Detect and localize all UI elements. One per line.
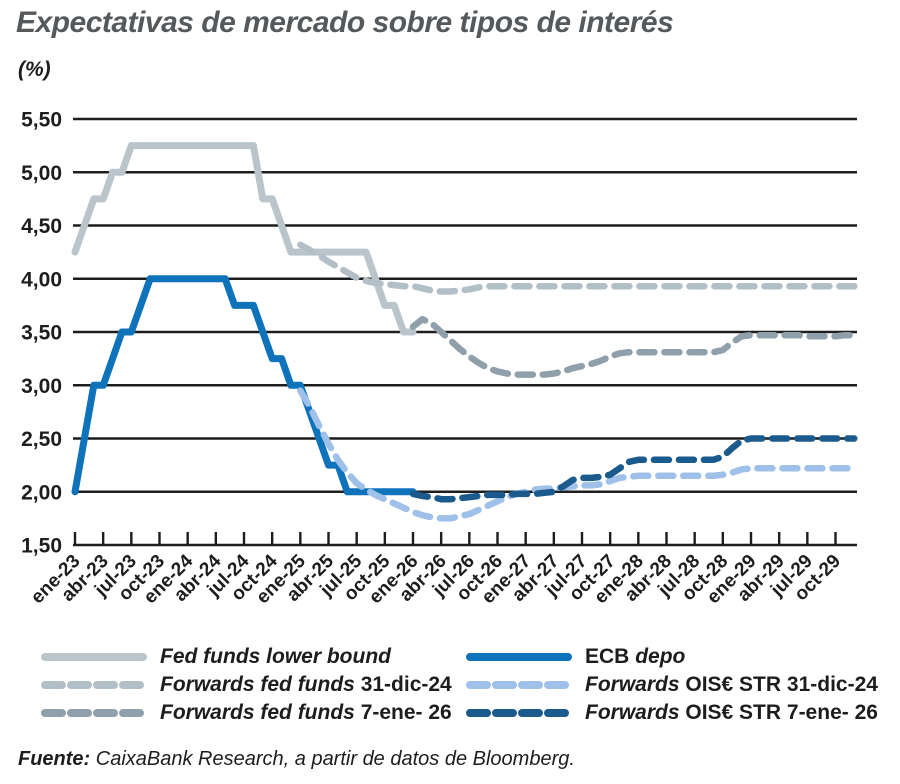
legend-item: Forwards fed funds 7-ene- 26 xyxy=(40,701,465,725)
legend-label: Fed funds lower bound xyxy=(160,645,391,669)
legend-label-part: Forwards xyxy=(585,673,680,696)
y-axis-tick-label: 4,00 xyxy=(21,268,62,291)
chart-series-lines xyxy=(71,142,858,522)
series-line-ecb-depo xyxy=(71,275,417,496)
y-axis-tick-label: 2,50 xyxy=(21,428,62,451)
forwards-fed-funds-31dic24-swatch xyxy=(41,681,147,689)
legend-label: Forwards fed funds 31-dic-24 xyxy=(160,673,452,697)
legend-label-part: Forwards xyxy=(585,701,680,724)
legend-item: ECB depo xyxy=(465,645,878,669)
ecb-depo-swatch xyxy=(466,653,572,661)
page-title: Expectativas de mercado sobre tipos de i… xyxy=(16,6,674,39)
legend-label: Forwards OIS€ STR 7-ene- 26 xyxy=(585,701,878,725)
series-line-forwards-ois-str-7-ene-26 xyxy=(409,435,858,503)
legend-label-part: Fed funds lower bound xyxy=(160,645,391,668)
y-axis-tick-label: 4,50 xyxy=(21,215,62,238)
y-axis-tick-label: 3,00 xyxy=(21,375,62,398)
source-prefix: Fuente: xyxy=(18,748,91,770)
x-axis-labels: ene-23abr-23jul-23oct-23ene-24abr-24jul-… xyxy=(27,550,845,608)
y-axis-labels: 5,50 5,00 4,50 4,00 3,50 3,00 2,50 2,00 1,50 xyxy=(21,109,62,558)
series-line-forwards-ois-str-31-dic-24 xyxy=(297,387,858,522)
legend-label-part: depo xyxy=(635,645,686,668)
fed-funds-lower-bound-swatch xyxy=(41,653,147,661)
source-note: Fuente: CaixaBank Research, a partir de … xyxy=(18,748,575,771)
legend-column-1: Fed funds lower bound Forwards fed funds … xyxy=(40,645,465,725)
legend-label-part: OIS€ STR 7-ene- 26 xyxy=(679,701,878,724)
unit-label: (%) xyxy=(18,58,51,81)
legend-label: Forwards OIS€ STR 31-dic-24 xyxy=(585,673,878,697)
interest-rate-chart: 5,50 5,00 4,50 4,00 3,50 3,00 2,50 2,00 1,50 ene… xyxy=(21,109,858,608)
legend-label-part: OIS€ STR 31-dic-24 xyxy=(679,673,878,696)
series-line-forwards-fed-funds-7-ene-26 xyxy=(409,315,858,378)
series-line-forwards-fed-funds-31-dic-24 xyxy=(297,241,858,295)
legend-label-part: Forwards fed funds xyxy=(160,701,355,724)
legend-label: ECB depo xyxy=(585,645,685,669)
legend-label: Forwards fed funds 7-ene- 26 xyxy=(160,701,452,725)
legend-item: Forwards OIS€ STR 31-dic-24 xyxy=(465,673,878,697)
legend-item: Fed funds lower bound xyxy=(40,645,465,669)
y-axis-tick-label: 2,00 xyxy=(21,481,62,504)
legend-column-2: ECB depo Forwards OIS€ STR 31-dic-24 Forwa… xyxy=(465,645,878,725)
y-axis-tick-label: 5,50 xyxy=(21,109,62,132)
legend-label-part: Forwards fed funds xyxy=(160,673,355,696)
legend-label-part: 7-ene- 26 xyxy=(354,701,452,724)
legend-label-part: 31-dic-24 xyxy=(354,673,452,696)
source-text: CaixaBank Research, a partir de datos de… xyxy=(90,748,575,770)
chart-legend: Fed funds lower bound Forwards fed funds … xyxy=(40,645,880,725)
forwards-fed-funds-7ene26-swatch xyxy=(41,709,147,717)
legend-item: Forwards fed funds 31-dic-24 xyxy=(40,673,465,697)
forwards-oistr-7ene26-swatch xyxy=(466,709,572,717)
legend-item: Forwards OIS€ STR 7-ene- 26 xyxy=(465,701,878,725)
legend-label-part: ECB xyxy=(585,645,636,668)
gridlines xyxy=(73,117,857,547)
y-axis-tick-label: 3,50 xyxy=(21,322,62,345)
series-line-fed-funds-lower-bound xyxy=(71,142,417,336)
x-axis-ticks xyxy=(73,532,837,545)
forwards-oistr-31dic24-swatch xyxy=(466,681,572,689)
y-axis-tick-label: 5,00 xyxy=(21,162,62,185)
y-axis-tick-label: 1,50 xyxy=(21,535,62,558)
